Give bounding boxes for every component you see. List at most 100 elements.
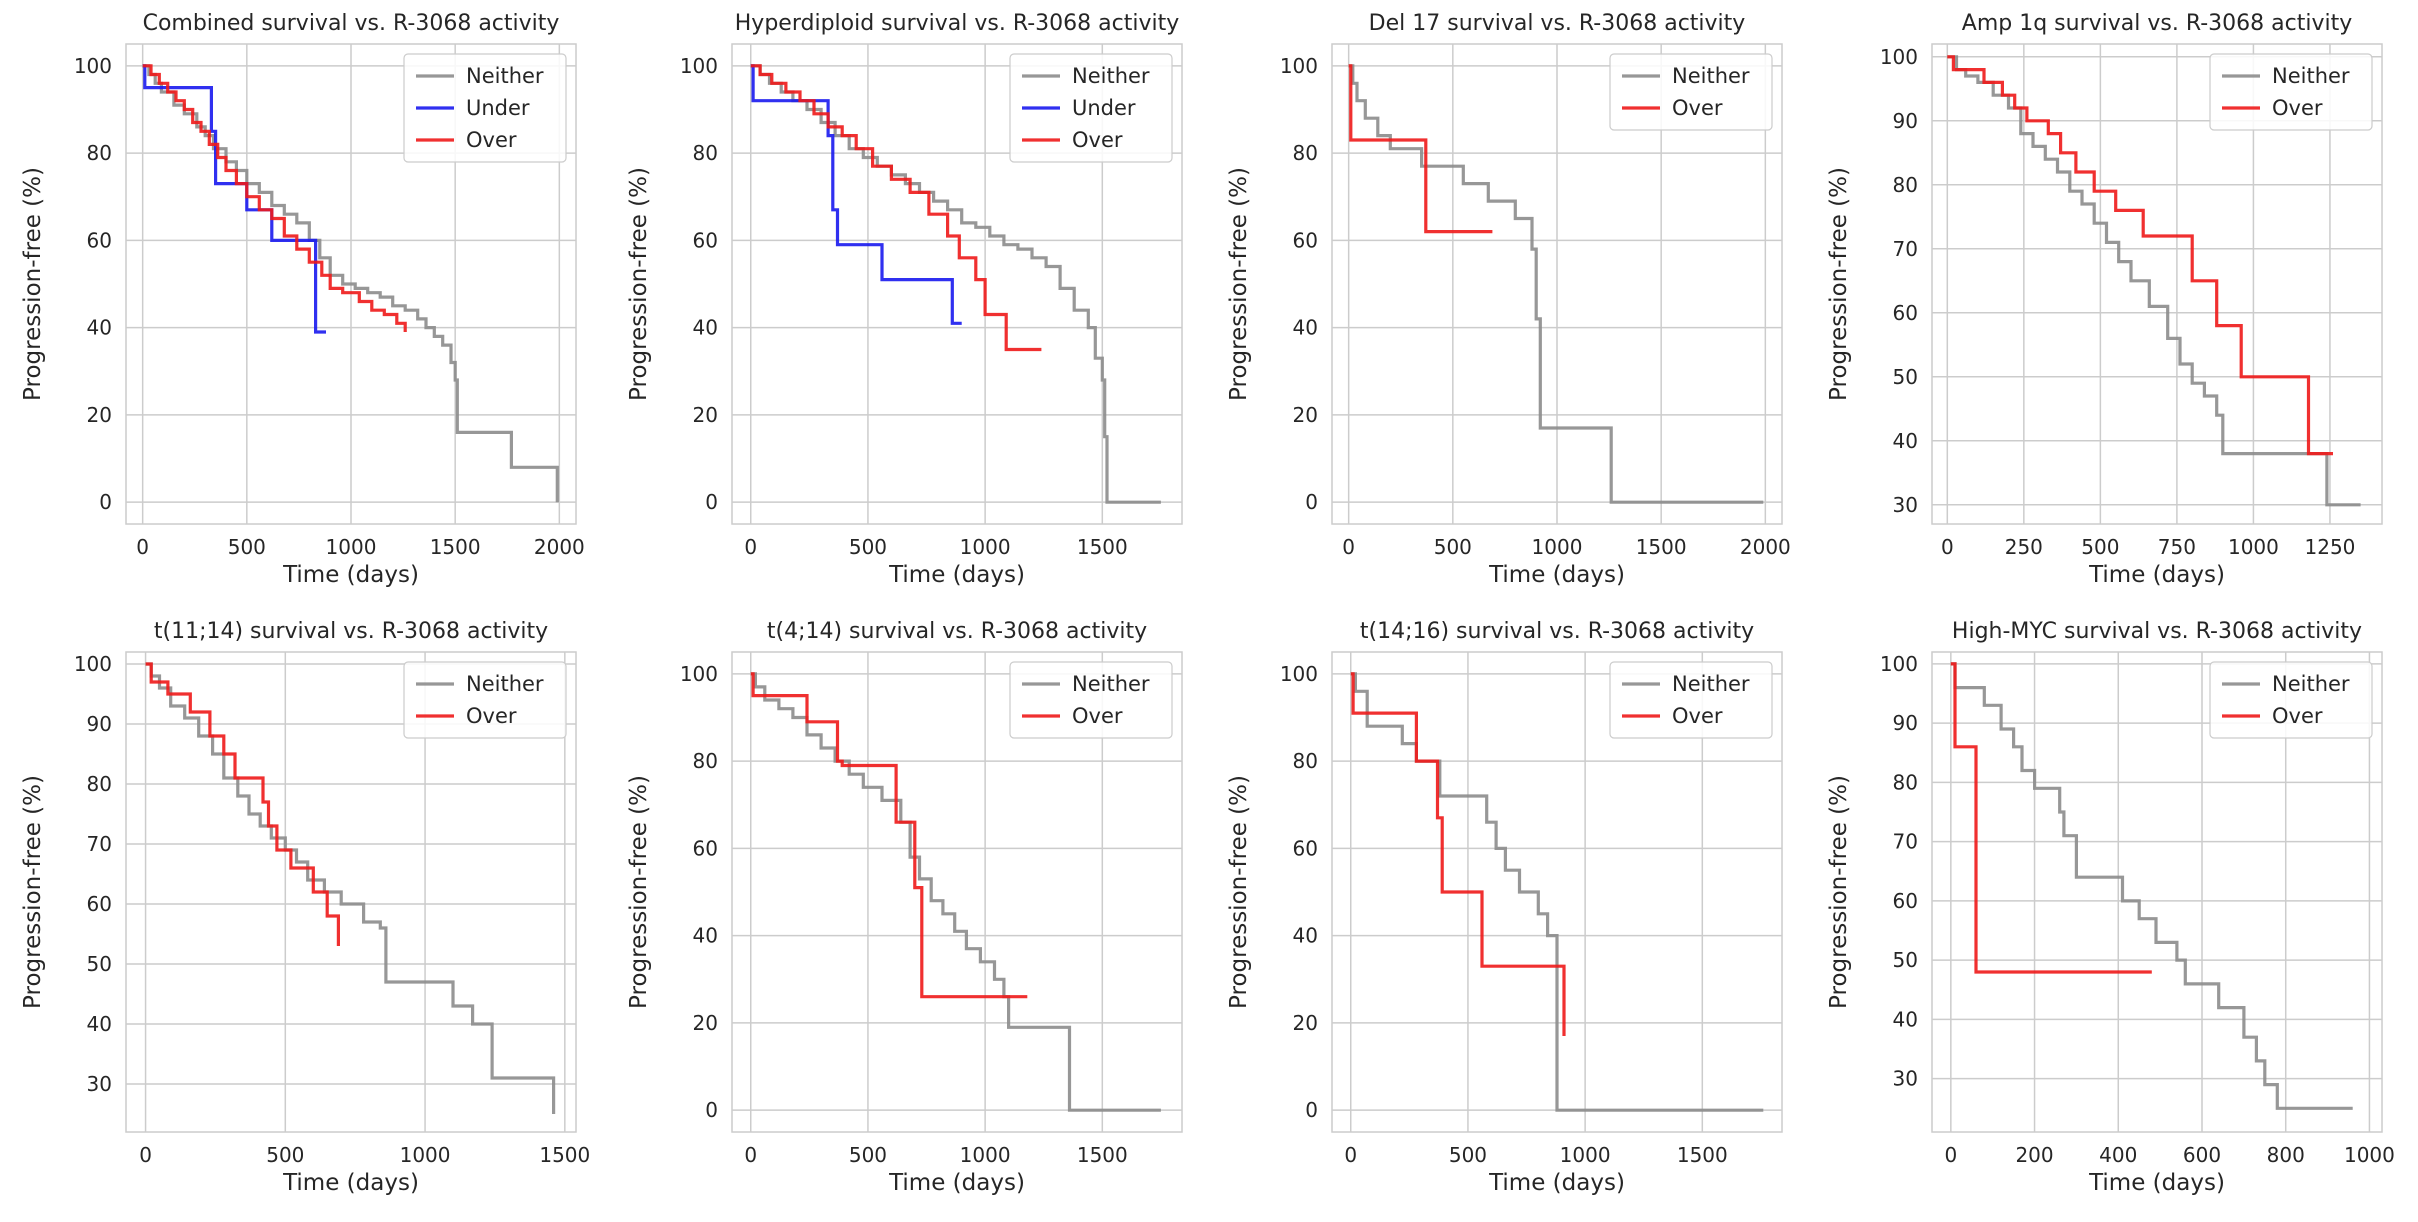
y-tick-label: 100 <box>680 662 718 686</box>
legend-label-over: Over <box>1072 704 1123 728</box>
legend-label-neither: Neither <box>2272 64 2350 88</box>
panel-title: Del 17 survival vs. R-3068 activity <box>1369 11 1746 36</box>
panel-title: t(14;16) survival vs. R-3068 activity <box>1360 619 1754 644</box>
x-tick-label: 400 <box>2099 1143 2137 1167</box>
y-tick-label: 60 <box>1293 836 1318 860</box>
legend-label-over: Over <box>2272 96 2323 120</box>
legend-label-over: Over <box>1672 704 1723 728</box>
series-neither-line <box>145 662 556 1114</box>
x-tick-label: 2000 <box>534 535 585 559</box>
series-neither-line <box>1947 55 2361 507</box>
y-axis-label: Progression-free (%) <box>626 167 652 401</box>
series-neither-line <box>750 64 1161 504</box>
legend: Neither Over <box>2209 661 2373 739</box>
legend-box <box>2209 661 2373 739</box>
x-tick-label: 0 <box>744 1143 757 1167</box>
y-tick-label: 60 <box>1293 228 1318 252</box>
x-tick-label: 500 <box>2081 535 2119 559</box>
series-over-line <box>1348 64 1493 234</box>
panel-title: Amp 1q survival vs. R-3068 activity <box>1962 11 2352 36</box>
legend-box <box>1009 661 1173 739</box>
panel-3: 0 500 1000 1500 2000 0 20 40 60 80 100 Del 17 survi… <box>1226 11 1791 588</box>
x-tick-label: 500 <box>1434 535 1472 559</box>
y-tick-label: 60 <box>693 228 718 252</box>
y-tick-label: 40 <box>693 316 718 340</box>
x-tick-label: 0 <box>1344 1143 1357 1167</box>
plot-frame <box>731 43 1183 525</box>
y-tick-label: 60 <box>87 228 112 252</box>
x-tick-label: 1500 <box>1077 1143 1128 1167</box>
y-tick-label: 80 <box>87 772 112 796</box>
x-tick-label: 1000 <box>1560 1143 1611 1167</box>
x-tick-label: 1500 <box>1677 1143 1728 1167</box>
legend-label-neither: Neither <box>1072 64 1150 88</box>
x-axis-label: Time (days) <box>1488 1170 1625 1196</box>
plot-frame <box>731 651 1183 1133</box>
y-tick-label: 0 <box>705 1098 718 1122</box>
x-tick-label: 1000 <box>1532 535 1583 559</box>
series-neither-line <box>1950 662 2353 1110</box>
y-tick-label: 30 <box>1893 1067 1918 1091</box>
y-tick-label: 100 <box>74 54 112 78</box>
panel-title: Hyperdiploid survival vs. R-3068 activit… <box>735 11 1179 36</box>
y-tick-label: 40 <box>87 1012 112 1036</box>
legend-label-under: Under <box>466 96 530 120</box>
series-over-line <box>1350 672 1566 1036</box>
y-axis-label: Progression-free (%) <box>626 775 652 1009</box>
legend: Neither Under Over <box>403 53 567 163</box>
y-tick-label: 100 <box>74 652 112 676</box>
y-tick-label: 70 <box>1893 830 1918 854</box>
y-tick-label: 60 <box>693 836 718 860</box>
legend-label-over: Over <box>2272 704 2323 728</box>
panel-2: 0 500 1000 1500 0 20 40 60 80 100 Hyperdiploid sur… <box>626 11 1183 588</box>
y-axis-label: Progression-free (%) <box>1826 167 1852 401</box>
legend-label-over: Over <box>466 704 517 728</box>
panel-title: High-MYC survival vs. R-3068 activity <box>1952 619 2362 644</box>
x-tick-label: 500 <box>849 535 887 559</box>
y-tick-label: 60 <box>1893 889 1918 913</box>
legend-label-neither: Neither <box>466 672 544 696</box>
panel-title: Combined survival vs. R-3068 activity <box>143 11 560 36</box>
y-tick-label: 40 <box>693 924 718 948</box>
x-tick-label: 0 <box>1941 535 1954 559</box>
y-tick-label: 50 <box>1893 365 1918 389</box>
series-under-line <box>142 64 326 334</box>
y-tick-label: 90 <box>1893 711 1918 735</box>
series-over-line <box>1950 662 2152 974</box>
legend-box <box>2209 53 2373 131</box>
y-tick-label: 70 <box>87 832 112 856</box>
x-tick-label: 500 <box>266 1143 304 1167</box>
y-tick-label: 50 <box>1893 948 1918 972</box>
x-tick-label: 1000 <box>2228 535 2279 559</box>
panel-title: t(11;14) survival vs. R-3068 activity <box>154 619 548 644</box>
x-tick-label: 500 <box>1449 1143 1487 1167</box>
legend-label-neither: Neither <box>1672 672 1750 696</box>
y-tick-label: 30 <box>87 1072 112 1096</box>
y-tick-label: 80 <box>1893 770 1918 794</box>
legend: Neither Over <box>1009 661 1173 739</box>
y-axis-label: Progression-free (%) <box>20 775 46 1009</box>
series-neither-line <box>750 672 1161 1112</box>
y-tick-label: 100 <box>1280 662 1318 686</box>
x-tick-label: 500 <box>849 1143 887 1167</box>
series-under-line <box>750 64 962 325</box>
legend-label-neither: Neither <box>466 64 544 88</box>
y-axis-label: Progression-free (%) <box>1226 167 1252 401</box>
x-tick-label: 1000 <box>400 1143 451 1167</box>
x-tick-label: 1250 <box>2305 535 2356 559</box>
panel-4: 0 250 500 750 1000 1250 30 40 50 60 70 80 90 100 Amp 1… <box>1826 11 2383 588</box>
x-tick-label: 1000 <box>326 535 377 559</box>
x-tick-label: 0 <box>1342 535 1355 559</box>
y-axis-label: Progression-free (%) <box>20 167 46 401</box>
series-neither-line <box>1348 64 1764 504</box>
x-axis-label: Time (days) <box>282 1170 419 1196</box>
panel-7: 0 500 1000 1500 0 20 40 60 80 100 t(14;16) surviva… <box>1226 619 1783 1196</box>
x-tick-label: 2000 <box>1740 535 1791 559</box>
y-tick-label: 80 <box>87 141 112 165</box>
y-tick-label: 0 <box>1305 490 1318 514</box>
y-tick-label: 100 <box>680 54 718 78</box>
y-tick-label: 100 <box>1880 652 1918 676</box>
x-tick-label: 1000 <box>960 1143 1011 1167</box>
legend-box <box>1609 661 1773 739</box>
